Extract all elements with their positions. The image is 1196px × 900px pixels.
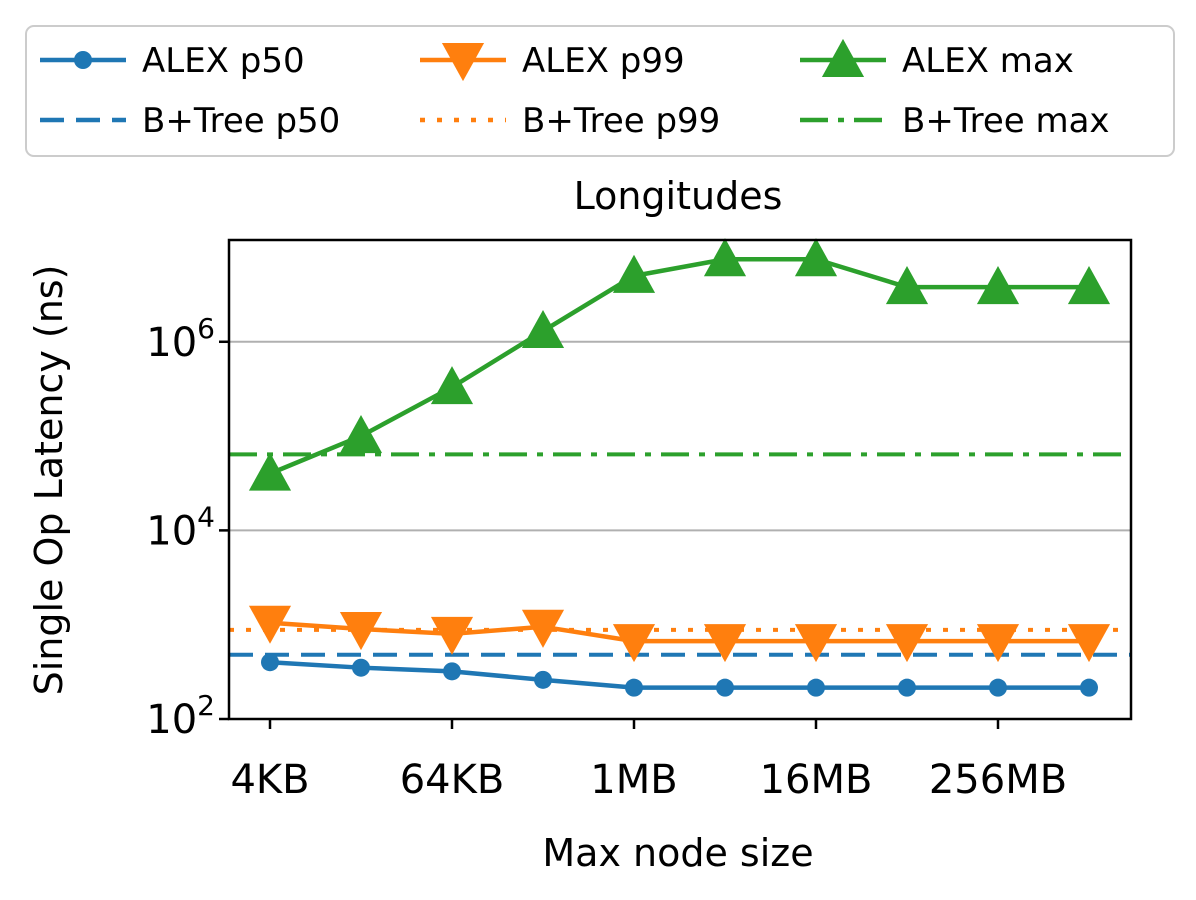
data-point bbox=[339, 612, 383, 651]
data-point bbox=[339, 415, 383, 454]
data-point bbox=[1080, 678, 1098, 697]
legend: ALEX p50 ALEX p99 ALEX max B+Tree p50 B+Tree… bbox=[25, 25, 1175, 157]
y-tick-label: 106 bbox=[146, 312, 215, 366]
data-point bbox=[248, 605, 292, 644]
data-point bbox=[794, 238, 838, 277]
legend-entry-b-tree-max: B+Tree max bbox=[800, 101, 1110, 141]
y-axis-title: Single Op Latency (ns) bbox=[27, 265, 71, 696]
data-point bbox=[521, 309, 565, 349]
data-point bbox=[534, 670, 552, 689]
y-tick-label: 102 bbox=[146, 689, 215, 743]
x-tick-label: 256MB bbox=[929, 757, 1067, 803]
series-alex-p99 bbox=[248, 605, 1111, 663]
legend-label: B+Tree p99 bbox=[522, 101, 720, 141]
x-axis-title: Max node size bbox=[542, 831, 813, 875]
data-point bbox=[612, 624, 656, 663]
data-point bbox=[612, 254, 656, 293]
x-tick-label: 1MB bbox=[590, 757, 677, 803]
data-point bbox=[521, 609, 565, 648]
legend-label: B+Tree max bbox=[902, 101, 1110, 141]
legend-label: ALEX p99 bbox=[522, 41, 685, 81]
legend-label: ALEX p50 bbox=[142, 41, 305, 81]
x-axis: 4KB 64KB 1MB 16MB 256MB bbox=[230, 719, 1067, 803]
y-axis: 102 104 106 bbox=[146, 312, 229, 743]
y-tick-label: 104 bbox=[146, 500, 215, 554]
data-point bbox=[1067, 624, 1111, 663]
legend-entry-alex-max: ALEX max bbox=[800, 38, 1074, 81]
data-point bbox=[989, 678, 1007, 697]
plot-frame bbox=[227, 238, 1133, 721]
legend-frame bbox=[25, 25, 1175, 157]
legend-items: ALEX p50 ALEX p99 ALEX max B+Tree p50 B+Tree… bbox=[40, 38, 1110, 141]
legend-label: ALEX max bbox=[902, 41, 1074, 81]
legend-entry-alex-p50: ALEX p50 bbox=[40, 41, 305, 81]
data-point bbox=[794, 624, 838, 663]
chart-title: Longitudes bbox=[574, 174, 783, 218]
data-point bbox=[898, 678, 916, 697]
y-gridlines bbox=[229, 340, 1131, 532]
legend-entry-b-tree-p99: B+Tree p99 bbox=[420, 101, 720, 141]
legend-label: B+Tree p50 bbox=[142, 101, 340, 141]
x-tick-label: 4KB bbox=[230, 757, 309, 803]
data-point bbox=[430, 616, 474, 655]
legend-marker bbox=[821, 38, 865, 77]
x-tick-label: 16MB bbox=[760, 757, 873, 803]
series-line-alex-p99 bbox=[269, 620, 1089, 644]
data-point bbox=[443, 662, 461, 681]
data-point bbox=[976, 266, 1020, 305]
data-point bbox=[261, 653, 279, 672]
data-point bbox=[885, 624, 929, 663]
series-line-alex-p50 bbox=[269, 659, 1089, 690]
data-point bbox=[885, 266, 929, 305]
data-point bbox=[352, 658, 370, 677]
data-point bbox=[807, 678, 825, 697]
plot-area: 4KB 64KB 1MB 16MB 256MB 102 104 106 bbox=[146, 238, 1133, 803]
data-point bbox=[716, 678, 734, 697]
data-point bbox=[248, 452, 292, 491]
series-line-alex-max bbox=[269, 256, 1089, 476]
data-point bbox=[1067, 266, 1111, 305]
legend-marker bbox=[74, 51, 92, 69]
data-point bbox=[703, 238, 747, 277]
data-point bbox=[625, 678, 643, 697]
data-point bbox=[976, 624, 1020, 663]
series-layer bbox=[229, 238, 1131, 697]
legend-entry-alex-p99: ALEX p99 bbox=[420, 41, 685, 82]
data-point bbox=[703, 624, 747, 663]
legend-marker bbox=[441, 43, 485, 82]
legend-entry-b-tree-p50: B+Tree p50 bbox=[40, 101, 340, 141]
data-point bbox=[430, 366, 474, 405]
series-alex-p50 bbox=[261, 653, 1098, 697]
series-alex-max bbox=[248, 238, 1111, 491]
x-tick-label: 64KB bbox=[400, 757, 505, 803]
